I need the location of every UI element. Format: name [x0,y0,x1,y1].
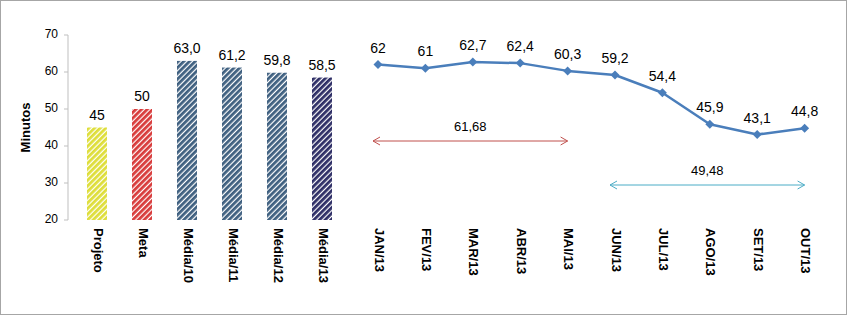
x-tick-label: Média/11 [226,228,241,282]
y-tick-label: 60 [45,64,59,78]
data-label: 62,7 [459,37,486,53]
bar [222,68,242,220]
marker [705,120,714,129]
data-label: 62 [370,40,386,56]
y-tick [64,146,68,147]
data-label: 50 [134,88,150,104]
marker [800,124,809,133]
data-label: 45 [89,107,105,123]
annotation-label: 61,68 [454,119,487,134]
marker [421,64,430,73]
y-tick [64,35,68,36]
x-tick-label: Média/13 [316,228,331,283]
y-axis-line [68,35,69,220]
data-labels: 45 50 63,0 61,2 59,8 58,5 62 61 62,7 62,4 60,3 59,2… [89,37,818,126]
annotation-arrow [373,141,568,142]
x-tick-label: MAR/13 [466,228,481,276]
bar [87,128,107,221]
x-tick-label: AGO/13 [703,228,718,276]
x-tick-label: JAN/13 [372,228,387,272]
x-tick-label: Média/12 [271,228,286,283]
x-tick-label: Meta [136,228,151,258]
data-label: 44,8 [791,103,818,119]
data-label: 58,5 [308,57,335,73]
x-tick-label: ABR/13 [514,228,529,274]
marker [563,66,572,75]
bar [267,73,287,220]
annotation-arrow [610,185,805,186]
data-label: 62,4 [507,38,534,54]
chart: 20 30 40 50 60 70 Minutos Projeto Meta Média/10 Mé… [0,0,847,315]
arrow-head [561,137,568,145]
data-label: 43,1 [744,110,771,126]
x-tick-label: FEV/13 [419,228,434,271]
arrow-head [798,181,805,189]
bar [312,78,332,220]
data-label: 54,4 [649,68,676,84]
data-label: 59,2 [601,50,628,66]
data-label: 45,9 [696,99,723,115]
x-tick-label: JUN/13 [609,228,624,272]
chart-frame [1,1,847,315]
line [378,62,805,135]
marker [468,58,477,67]
plot-area [87,58,809,220]
y-tick [64,109,68,110]
marker [516,59,525,68]
y-tick-label: 50 [45,101,59,115]
y-tick [64,183,68,184]
y-axis-label: Minutos [18,103,33,153]
data-label: 61 [418,43,434,59]
marker [753,130,762,139]
x-tick-label: MAI/13 [561,228,576,270]
marker [374,60,383,69]
bar [177,61,197,220]
marker [658,88,667,97]
x-tick-label: JUL/13 [656,228,671,271]
x-tick-label: Média/10 [181,228,196,283]
data-label: 61,2 [218,47,245,63]
x-tick-label: OUT/13 [798,228,813,274]
data-label: 63,0 [173,40,200,56]
y-tick-label: 20 [45,212,59,226]
marker [611,70,620,79]
y-tick [64,72,68,73]
data-label: 60,3 [554,46,581,62]
bar [132,109,152,220]
arrow-head [610,181,617,189]
y-tick-label: 30 [45,175,59,189]
y-tick-label: 40 [45,138,59,152]
y-tick [64,220,68,221]
arrow-head [373,137,380,145]
annotation-label: 49,48 [691,163,724,178]
y-tick-label: 70 [45,27,59,41]
x-tick-label: SET/13 [751,228,766,271]
x-tick-label: Projeto [91,228,106,273]
data-label: 59,8 [263,52,290,68]
